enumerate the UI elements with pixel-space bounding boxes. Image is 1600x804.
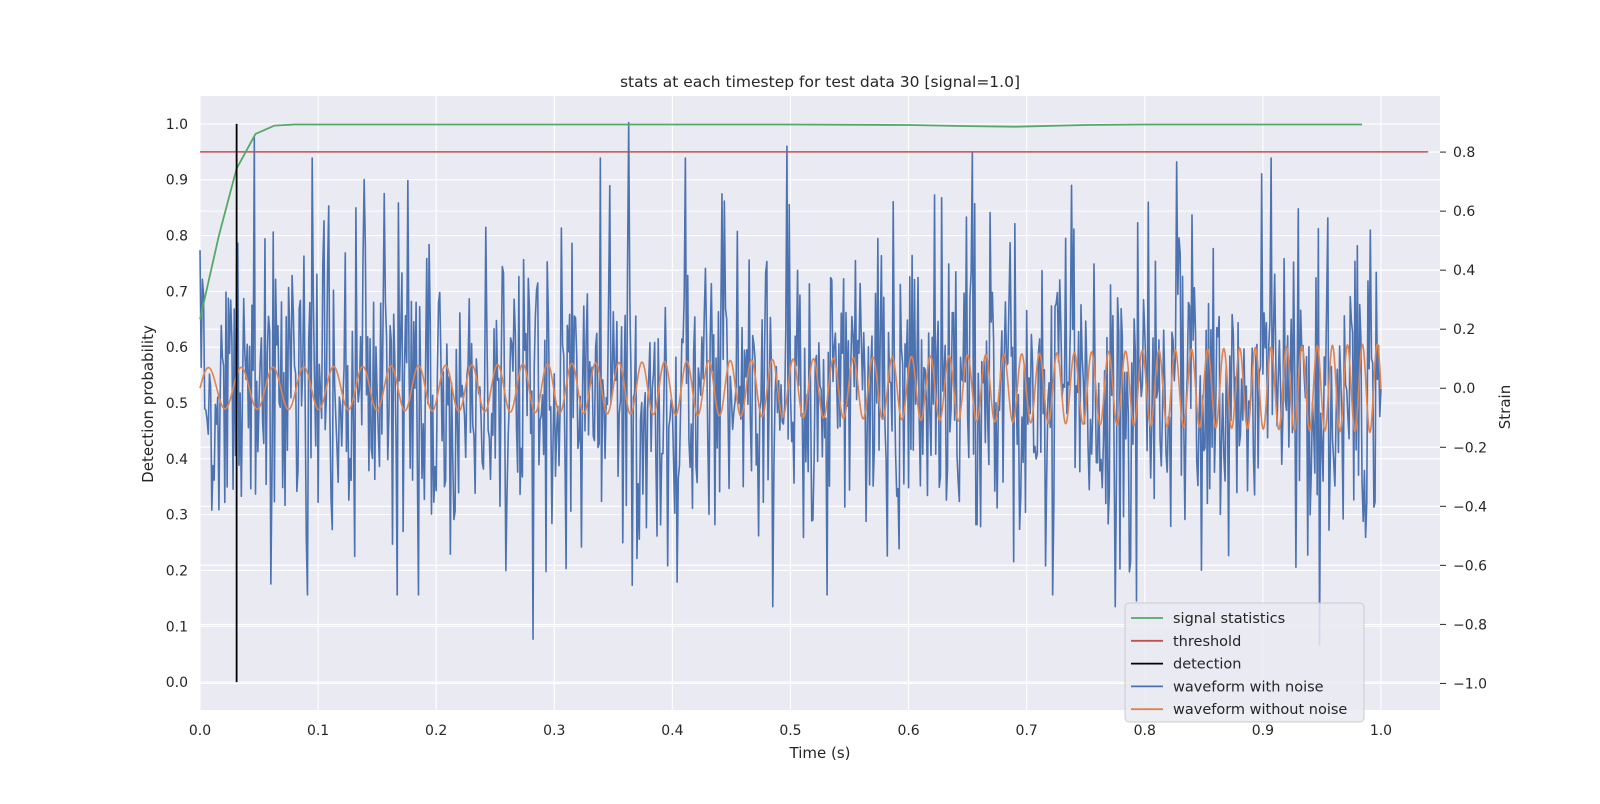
x-tick-label: 0.4 <box>661 723 683 739</box>
y-tick-label-right: 0.0 <box>1453 381 1475 397</box>
y-tick-label-right: 0.6 <box>1453 204 1475 220</box>
y-tick-label-right: 0.2 <box>1453 322 1475 338</box>
y-tick-label-right: −0.6 <box>1453 558 1487 574</box>
x-tick-label: 1.0 <box>1370 723 1392 739</box>
y-tick-label-left: 0.7 <box>166 284 188 300</box>
y-tick-label-left: 1.0 <box>166 117 188 133</box>
x-tick-label: 0.8 <box>1134 723 1156 739</box>
y-tick-label-right: −1.0 <box>1453 676 1487 692</box>
y-tick-label-left: 0.0 <box>166 675 188 691</box>
x-tick-label: 0.2 <box>425 723 447 739</box>
x-tick-label: 0.3 <box>543 723 565 739</box>
series-line-waveform-without-noise <box>199 343 1382 434</box>
axes: 0.0 0.1 0.2 0.3 0.4 0.5 0.6 0.7 0.8 0.9 1.0 0.0 0.1 0… <box>166 117 1487 739</box>
y-tick-label-right: −0.4 <box>1453 499 1487 515</box>
y-tick-label-right: −0.2 <box>1453 440 1487 456</box>
data-layer <box>199 121 1429 683</box>
y-tick-label-left: 0.6 <box>166 340 188 356</box>
x-tick-label: 0.1 <box>307 723 329 739</box>
y-tick-label-right: 0.4 <box>1453 263 1475 279</box>
x-tick-label: 0.5 <box>779 723 801 739</box>
legend-label: threshold <box>1173 634 1241 650</box>
y-tick-label-left: 0.8 <box>166 229 188 245</box>
chart-title: stats at each timestep for test data 30 … <box>620 73 1020 91</box>
series-line-waveform-with-noise <box>199 121 1382 646</box>
y-tick-label-left: 0.2 <box>166 563 188 579</box>
series-line-signal-statistics <box>199 123 1363 320</box>
y-tick-label-right: 0.8 <box>1453 145 1475 161</box>
legend-label: signal statistics <box>1173 611 1285 627</box>
x-axis-label: Time (s) <box>789 744 851 762</box>
x-tick-label: 0.0 <box>189 723 211 739</box>
legend-frame <box>1124 602 1365 723</box>
x-tick-label: 0.6 <box>897 723 919 739</box>
y-axis-label-right: Strain <box>1496 385 1514 429</box>
legend-label: waveform with noise <box>1173 679 1324 695</box>
legend-label: detection <box>1173 657 1241 673</box>
x-tick-label: 0.7 <box>1016 723 1038 739</box>
y-tick-label-left: 0.1 <box>166 619 188 635</box>
y-tick-label-left: 0.4 <box>166 452 188 468</box>
x-tick-label: 0.9 <box>1252 723 1274 739</box>
legend: signal statistics threshold detection wavef… <box>1124 602 1365 723</box>
legend-label: waveform without noise <box>1173 702 1347 718</box>
y-tick-label-left: 0.9 <box>166 173 188 189</box>
y-tick-label-right: −0.8 <box>1453 617 1487 633</box>
y-tick-label-left: 0.3 <box>166 508 188 524</box>
y-tick-label-left: 0.5 <box>166 396 188 412</box>
y-axis-label-left: Detection probability <box>139 325 157 483</box>
